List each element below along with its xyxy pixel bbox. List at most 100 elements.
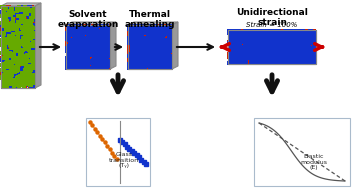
Point xyxy=(235,57,241,60)
Point xyxy=(157,39,162,42)
Point xyxy=(69,39,75,42)
Point xyxy=(159,49,165,52)
Point xyxy=(257,46,263,49)
Point xyxy=(241,55,246,58)
Point xyxy=(68,57,74,60)
Point xyxy=(127,66,133,69)
Point xyxy=(67,65,73,68)
Point xyxy=(100,30,106,33)
Point xyxy=(298,29,304,32)
Point xyxy=(236,35,241,38)
Point xyxy=(291,36,297,39)
Point xyxy=(22,21,28,24)
Point xyxy=(87,24,93,27)
Point xyxy=(106,34,112,37)
Point xyxy=(155,61,161,64)
Point xyxy=(97,40,103,43)
Point xyxy=(265,45,271,48)
Point xyxy=(133,54,139,57)
Point xyxy=(263,39,269,42)
Point xyxy=(104,31,110,34)
Point xyxy=(290,59,296,62)
Point xyxy=(240,35,245,38)
Point xyxy=(149,26,154,29)
Point xyxy=(81,54,87,57)
Point xyxy=(258,48,264,51)
Point xyxy=(237,36,243,39)
Point xyxy=(16,16,22,19)
Point xyxy=(95,48,100,51)
Point xyxy=(25,81,31,84)
Point xyxy=(28,28,33,31)
Point xyxy=(292,35,298,38)
Point xyxy=(160,37,166,40)
Point xyxy=(165,65,171,68)
Point xyxy=(98,59,104,62)
Point xyxy=(85,38,91,41)
Point xyxy=(262,39,268,42)
Point xyxy=(227,55,233,58)
Point xyxy=(153,64,158,67)
Point xyxy=(274,36,280,40)
Point xyxy=(8,45,14,48)
Point xyxy=(162,48,168,51)
Point xyxy=(239,52,245,55)
Point xyxy=(298,47,304,50)
Point xyxy=(106,36,111,39)
Point xyxy=(79,46,84,50)
Point xyxy=(77,46,83,50)
Point xyxy=(95,43,100,46)
Point xyxy=(4,74,10,77)
Point xyxy=(272,31,278,34)
Point xyxy=(277,57,282,60)
Point xyxy=(2,83,8,86)
Point xyxy=(248,32,253,35)
Point xyxy=(99,25,105,28)
Point xyxy=(270,39,276,42)
Point xyxy=(9,54,15,57)
Point xyxy=(166,59,172,62)
Point xyxy=(21,38,27,41)
Point xyxy=(23,54,29,57)
Point xyxy=(91,54,96,57)
Point xyxy=(235,59,241,62)
Point xyxy=(146,39,152,42)
Point xyxy=(85,31,91,34)
Point xyxy=(78,49,84,52)
Point xyxy=(158,52,164,55)
Point xyxy=(158,62,163,65)
Point xyxy=(20,29,26,32)
Bar xyxy=(128,25,172,69)
Point xyxy=(247,32,253,35)
Point xyxy=(139,64,145,67)
Point xyxy=(87,38,92,41)
Point xyxy=(242,51,248,54)
Point xyxy=(97,61,103,64)
Point xyxy=(135,43,141,46)
Point xyxy=(269,56,275,59)
Point xyxy=(128,64,134,67)
Point xyxy=(148,49,154,52)
Point xyxy=(81,60,87,63)
Point xyxy=(88,52,94,55)
Point xyxy=(275,53,281,56)
Point xyxy=(28,31,33,34)
Point xyxy=(312,42,317,45)
Point xyxy=(29,61,35,64)
Point xyxy=(20,49,25,52)
Point xyxy=(294,39,300,42)
Point xyxy=(70,33,76,36)
Point xyxy=(289,38,295,41)
Point xyxy=(15,16,21,19)
Point xyxy=(126,57,132,60)
Point xyxy=(100,53,106,56)
Point xyxy=(0,17,6,20)
Point xyxy=(157,44,162,47)
Point xyxy=(27,49,32,52)
Point xyxy=(66,28,71,31)
Point xyxy=(8,54,14,57)
Point xyxy=(15,70,20,73)
Point xyxy=(291,50,297,53)
Point xyxy=(135,60,141,63)
Point xyxy=(16,83,22,86)
